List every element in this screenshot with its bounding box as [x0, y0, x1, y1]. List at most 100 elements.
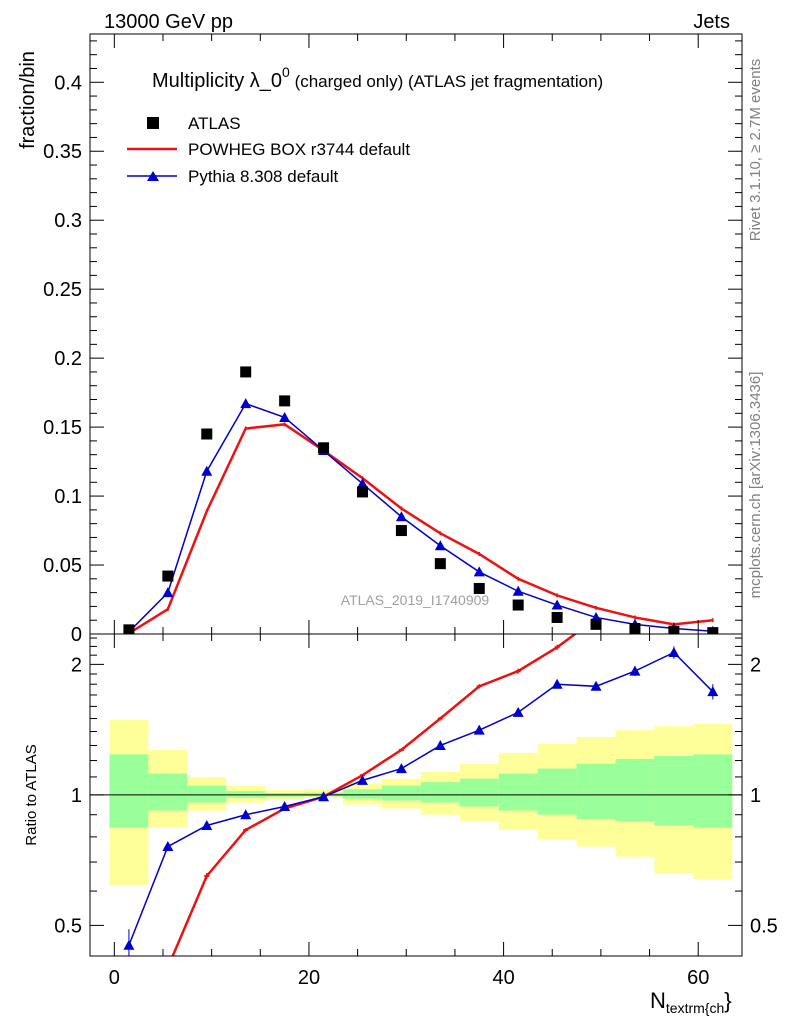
data-point-atlas	[512, 599, 524, 611]
ratio-y-tick-label-right: 0.5	[750, 915, 778, 937]
uncertainty-band-inner	[537, 768, 577, 815]
ratio-point-pythia	[318, 791, 330, 802]
data-point-pythia	[473, 566, 485, 577]
data-point-atlas	[434, 558, 446, 570]
ratio-point-pythia	[162, 841, 174, 852]
legend-item-pythia: Pythia 8.308 default	[127, 167, 339, 186]
y-tick-label: 0.35	[43, 141, 82, 163]
legend-label-pythia: Pythia 8.308 default	[188, 167, 339, 186]
ratio-point-pythia	[356, 774, 368, 785]
main-series	[123, 366, 719, 634]
y-tick-label: 0	[71, 624, 82, 646]
data-point-atlas	[395, 525, 407, 537]
uncertainty-band-inner	[187, 785, 227, 803]
rivet-version-label: Rivet 3.1.10, ≥ 2.7M events	[747, 59, 764, 242]
ratio-axes: 0.5 0.51 12 20 20 40 60	[54, 633, 778, 989]
legend-marker-pythia	[147, 171, 159, 181]
ratio-point-pythia	[434, 739, 446, 750]
uncertainty-band-inner	[148, 773, 188, 811]
y-tick-label: 0.15	[43, 417, 82, 439]
ratio-line-powheg	[171, 634, 578, 956]
analysis-watermark: ATLAS_2019_I1740909	[341, 592, 490, 608]
chart-title: Multiplicity λ_00 (charged only) (ATLAS …	[152, 64, 603, 92]
data-point-atlas	[551, 611, 563, 623]
legend-item-atlas: ATLAS	[147, 114, 241, 133]
x-axis-label: Ntextrm{ch}	[650, 988, 732, 1016]
data-point-pythia	[162, 587, 174, 598]
ratio-point-pythia	[279, 801, 291, 812]
ratio-point-pythia	[395, 763, 407, 774]
data-point-atlas	[318, 442, 330, 454]
uncertainty-band-inner	[459, 778, 499, 807]
ratio-series	[90, 634, 742, 956]
ratio-y-tick-label: 2	[71, 654, 82, 676]
ratio-y-tick-label: 1	[71, 785, 82, 807]
series-line-pythia	[128, 402, 713, 633]
chart-title-main: Multiplicity λ_0	[152, 70, 282, 92]
uncertainty-band-inner	[615, 758, 655, 822]
data-point-pythia	[356, 478, 368, 489]
ratio-point-pythia	[707, 686, 719, 697]
x-tick-label: 0	[109, 967, 120, 989]
ratio-point-pythia	[668, 647, 680, 658]
chart-title-superscript: 0	[282, 64, 290, 80]
ratio-point-pythia	[473, 724, 485, 735]
x-tick-label: 40	[492, 967, 514, 989]
x-axis-label-suffix: }	[724, 988, 731, 1013]
x-axis-label-subscript: textrm{ch	[666, 1000, 724, 1016]
data-point-atlas	[356, 486, 368, 498]
ratio-point-pythia	[240, 809, 252, 820]
y-tick-label: 0.05	[43, 555, 82, 577]
ratio-y-tick-label-right: 2	[750, 654, 761, 676]
ratio-line-pythia	[128, 651, 714, 946]
data-point-atlas	[279, 395, 291, 407]
ratio-point-pythia	[201, 819, 213, 830]
uncertainty-band-inner	[420, 782, 460, 803]
y-tick-label: 0.3	[54, 210, 82, 232]
data-point-pythia	[279, 411, 291, 422]
data-point-pythia	[240, 398, 252, 409]
ratio-point-pythia	[512, 706, 524, 717]
data-point-atlas	[123, 624, 135, 634]
y-tick-label: 0.25	[43, 279, 82, 301]
data-point-atlas	[162, 570, 174, 582]
data-point-atlas	[590, 618, 602, 630]
data-point-pythia	[395, 511, 407, 522]
uncertainty-band-inner	[576, 763, 616, 819]
ratio-point-pythia	[590, 680, 602, 691]
legend-marker-atlas	[147, 117, 159, 129]
uncertainty-band-inner	[654, 755, 694, 826]
x-axis-label-main: N	[650, 988, 666, 1013]
ratio-point-pythia	[551, 678, 563, 689]
legend-label-powheg: POWHEG BOX r3744 default	[188, 140, 410, 159]
ratio-point-pythia	[123, 939, 135, 950]
x-tick-label: 20	[298, 967, 320, 989]
x-tick-label: 60	[687, 967, 709, 989]
ratio-y-tick-label-right: 1	[750, 785, 761, 807]
uncertainty-band-inner	[498, 773, 538, 811]
y-tick-label: 0.1	[54, 486, 82, 508]
data-point-atlas	[473, 582, 485, 594]
y-tick-label: 0.4	[54, 72, 82, 94]
data-point-atlas	[201, 428, 213, 440]
uncertainty-band-inner	[381, 785, 421, 801]
legend-label-atlas: ATLAS	[188, 114, 241, 133]
data-point-atlas	[707, 627, 719, 634]
data-point-atlas	[668, 625, 680, 634]
legend-item-powheg: POWHEG BOX r3744 default	[127, 140, 410, 159]
source-label: mcplots.cern.ch [arXiv:1306.3436]	[747, 372, 764, 599]
data-point-pythia	[201, 465, 213, 476]
data-point-atlas	[629, 622, 641, 634]
legend: ATLAS POWHEG BOX r3744 default Pythia 8.…	[127, 114, 410, 186]
main-plot-area	[123, 366, 719, 634]
process-label: Jets	[693, 11, 730, 33]
uncertainty-band-inner	[109, 754, 149, 828]
ratio-point-pythia	[629, 665, 641, 676]
uncertainty-band-inner	[343, 789, 382, 799]
ratio-plot-area	[90, 634, 742, 956]
y-tick-label: 0.2	[54, 348, 82, 370]
main-y-axis-label: fraction/bin	[17, 51, 39, 149]
data-point-pythia	[512, 585, 524, 596]
ratio-panel: 0.5 0.51 12 20 20 40 60	[54, 633, 778, 989]
